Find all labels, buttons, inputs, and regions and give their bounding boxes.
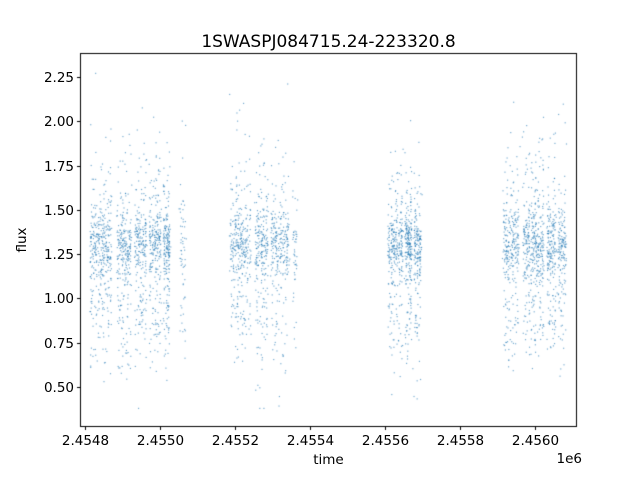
x-tick-label: 2.4554 — [286, 433, 335, 449]
x-axis-label: time — [313, 452, 344, 468]
x-tick-label: 2.4552 — [211, 433, 260, 449]
x-tick-label: 2.4550 — [136, 433, 185, 449]
y-tick-label: 1.00 — [43, 290, 74, 307]
x-tick-label: 2.4556 — [361, 433, 410, 449]
y-tick-label: 0.75 — [43, 335, 74, 352]
x-axis-offset-label: 1e6 — [556, 451, 582, 467]
y-tick-label: 2.00 — [43, 113, 74, 130]
y-tick-label: 1.75 — [43, 158, 74, 175]
x-tick-label: 2.4548 — [61, 433, 110, 449]
y-tick-label: 0.50 — [43, 379, 74, 396]
plot-title: 1SWASPJ084715.24-223320.8 — [201, 32, 456, 52]
y-tick-label: 2.25 — [43, 69, 74, 86]
y-tick-label: 1.25 — [43, 246, 74, 263]
x-tick-label: 2.4560 — [511, 433, 560, 449]
y-tick-label: 1.50 — [43, 202, 74, 219]
x-tick-label: 2.4558 — [436, 433, 485, 449]
